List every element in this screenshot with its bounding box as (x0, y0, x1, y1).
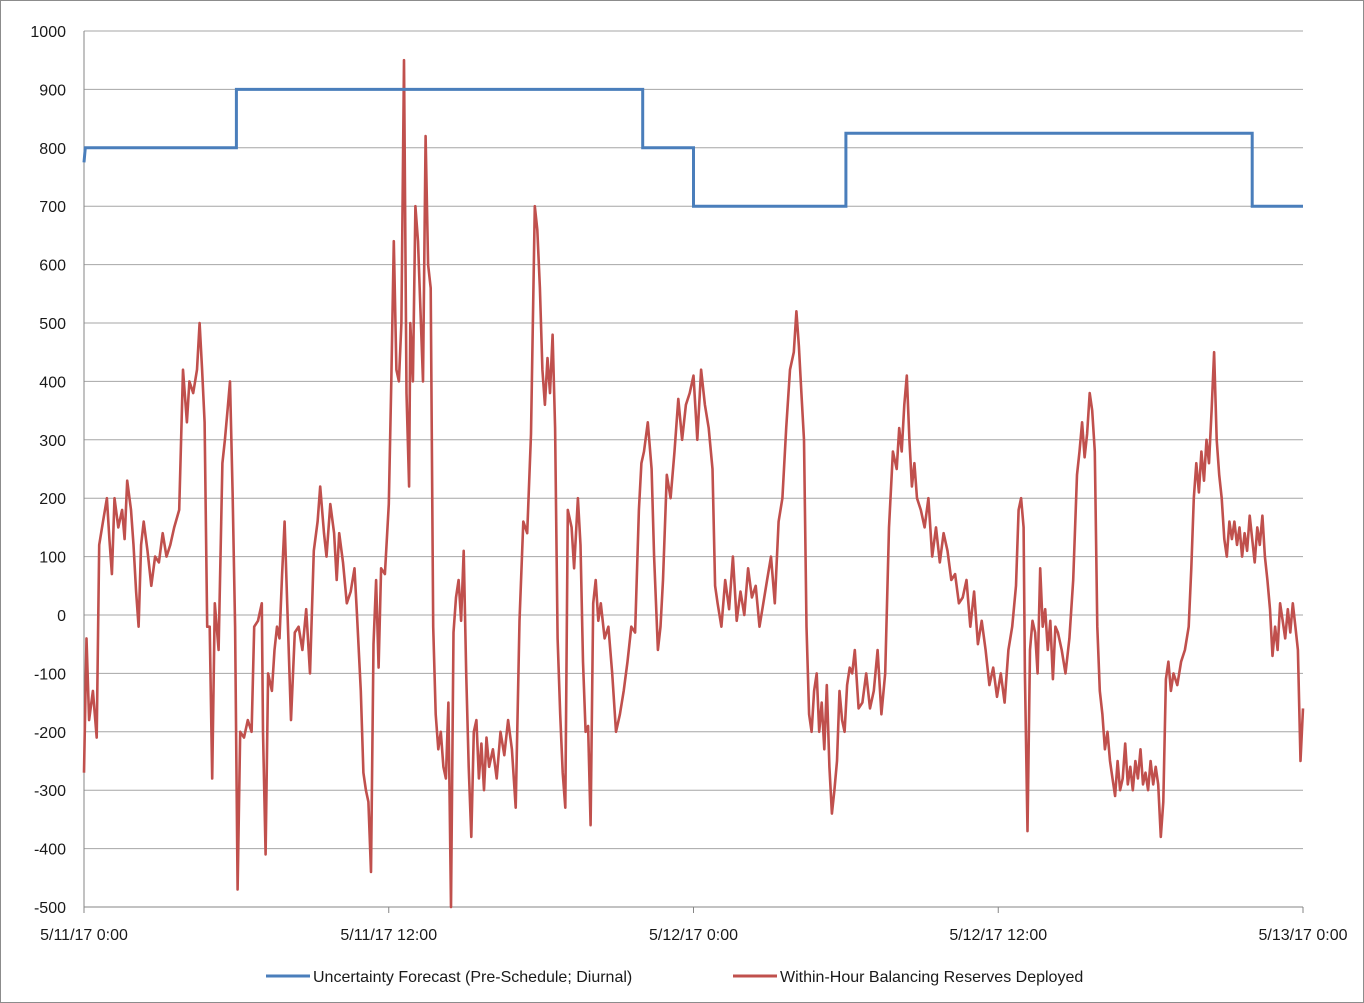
x-tick-label: 5/12/17 0:00 (649, 927, 738, 944)
y-tick-label: 1000 (30, 24, 66, 41)
x-tick-label: 5/13/17 0:00 (1259, 927, 1348, 944)
x-tick-label: 5/11/17 0:00 (40, 927, 128, 944)
y-tick-label: 600 (39, 258, 66, 275)
x-tick-label: 5/11/17 12:00 (340, 927, 437, 944)
y-tick-label: -500 (34, 900, 66, 917)
x-axis: 5/11/17 0:00 5/11/17 12:00 5/12/17 0:00 5/1… (40, 906, 1348, 944)
y-tick-label: 500 (39, 316, 66, 333)
x-tick-label: 5/12/17 12:00 (949, 927, 1047, 944)
y-tick-label: 800 (39, 141, 66, 158)
gridlines (84, 30, 1303, 850)
y-tick-label: -400 (34, 842, 66, 859)
legend: Uncertainty Forecast (Pre-Schedule; Diur… (266, 969, 1083, 986)
y-tick-label: 0 (57, 608, 66, 625)
series-line-reserves (82, 58, 1305, 909)
y-tick-label: 200 (39, 491, 66, 508)
y-tick-label: 300 (39, 433, 66, 450)
y-tick-label: 900 (39, 82, 66, 99)
legend-label-reserves: Within-Hour Balancing Reserves Deployed (780, 969, 1083, 986)
y-tick-label: 100 (39, 550, 66, 567)
y-tick-label: -100 (34, 666, 66, 683)
series-layer (82, 58, 1305, 909)
y-tick-label: -300 (34, 783, 66, 800)
y-tick-label: 700 (39, 199, 66, 216)
y-tick-label: 400 (39, 374, 66, 391)
series-line-uncertainty (82, 87, 1303, 208)
y-axis: 10009008007006005004003002001000-100-200… (30, 24, 85, 917)
y-tick-label: -200 (34, 725, 66, 742)
legend-label-uncertainty: Uncertainty Forecast (Pre-Schedule; Diur… (313, 969, 632, 986)
